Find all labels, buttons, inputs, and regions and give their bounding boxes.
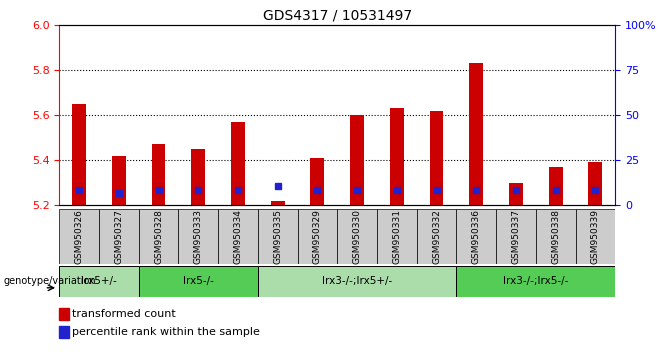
Text: GSM950336: GSM950336	[472, 209, 481, 264]
Text: genotype/variation: genotype/variation	[3, 276, 96, 286]
Bar	[270, 201, 285, 205]
Bar	[258, 209, 297, 264]
Text: GSM950335: GSM950335	[273, 209, 282, 264]
Bar	[430, 110, 443, 205]
Text: GSM950338: GSM950338	[551, 209, 560, 264]
Bar	[549, 167, 563, 205]
Bar	[59, 326, 69, 338]
Bar	[191, 149, 205, 205]
Bar	[337, 209, 377, 264]
Bar	[178, 209, 218, 264]
Bar	[417, 209, 457, 264]
Bar	[588, 162, 602, 205]
Text: lrx3-/-;lrx5+/-: lrx3-/-;lrx5+/-	[322, 276, 392, 286]
Text: GSM950330: GSM950330	[353, 209, 362, 264]
Text: GSM950339: GSM950339	[591, 209, 600, 264]
Text: GSM950337: GSM950337	[511, 209, 520, 264]
Bar	[576, 209, 615, 264]
Text: GSM950333: GSM950333	[193, 209, 203, 264]
Bar	[469, 63, 483, 205]
Text: GSM950331: GSM950331	[392, 209, 401, 264]
Text: GSM950326: GSM950326	[74, 209, 84, 264]
Text: GSM950334: GSM950334	[234, 209, 242, 264]
Bar	[99, 209, 139, 264]
Text: percentile rank within the sample: percentile rank within the sample	[72, 327, 261, 337]
Text: lrx5+/-: lrx5+/-	[81, 276, 117, 286]
Bar	[59, 209, 99, 264]
Text: GSM950332: GSM950332	[432, 209, 441, 264]
Text: GSM950328: GSM950328	[154, 209, 163, 264]
Bar	[59, 266, 139, 297]
Bar	[231, 122, 245, 205]
Bar	[297, 209, 337, 264]
Bar	[350, 115, 364, 205]
Bar	[457, 209, 496, 264]
Text: GSM950327: GSM950327	[114, 209, 123, 264]
Text: transformed count: transformed count	[72, 309, 176, 319]
Bar	[536, 209, 576, 264]
Bar	[311, 158, 324, 205]
Text: lrx5-/-: lrx5-/-	[183, 276, 214, 286]
Bar	[377, 209, 417, 264]
Bar	[151, 144, 165, 205]
Text: GSM950329: GSM950329	[313, 209, 322, 264]
Bar	[509, 183, 523, 205]
Bar	[139, 209, 178, 264]
Text: lrx3-/-;lrx5-/-: lrx3-/-;lrx5-/-	[503, 276, 569, 286]
Bar	[112, 156, 126, 205]
Bar	[390, 108, 404, 205]
Text: GDS4317 / 10531497: GDS4317 / 10531497	[263, 9, 412, 23]
Bar	[258, 266, 457, 297]
Bar	[496, 209, 536, 264]
Bar	[59, 308, 69, 320]
Bar	[218, 209, 258, 264]
Bar	[139, 266, 258, 297]
Bar	[72, 104, 86, 205]
Bar	[457, 266, 615, 297]
